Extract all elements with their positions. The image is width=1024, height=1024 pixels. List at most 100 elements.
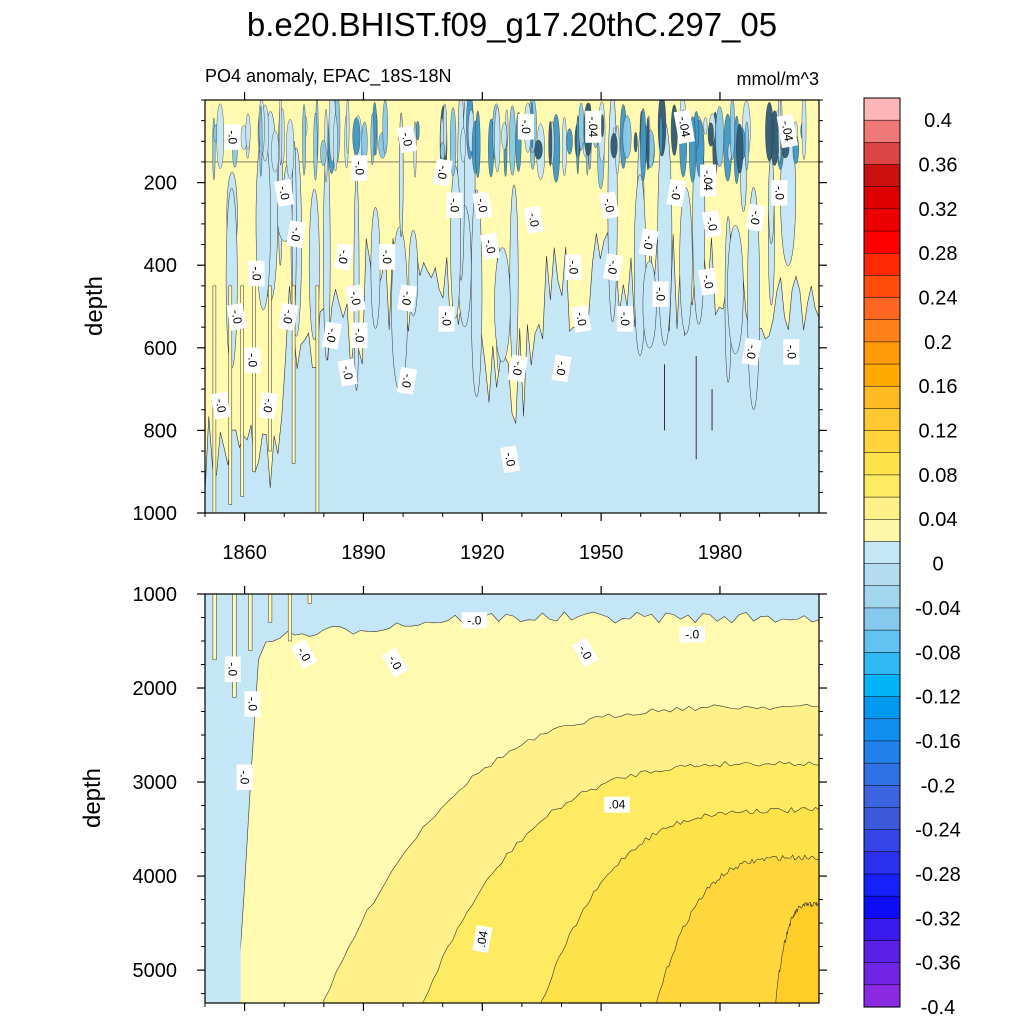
- colorbar-swatch: [863, 873, 901, 897]
- negative-anomaly-patch: [494, 247, 511, 363]
- contour-label-text: -.0: [474, 197, 490, 214]
- colorbar-tick-label: 0: [932, 554, 943, 576]
- colorbar-tick-label: -0.08: [915, 642, 961, 664]
- contour-label-text: -.04: [586, 116, 600, 137]
- contour-label: -.0: [396, 366, 418, 395]
- colorbar-swatch: [863, 674, 901, 698]
- colorbar-swatch: [863, 97, 901, 121]
- contour-label-box: [224, 656, 241, 682]
- contour-label-text: -.04: [779, 120, 796, 143]
- colorbar-swatch: [863, 762, 901, 786]
- contour-label: -.0: [602, 253, 624, 282]
- deep-positive-finger: [240, 285, 244, 497]
- near-surface-anomaly-streak: [703, 117, 708, 135]
- y-tick-label: 5000: [133, 960, 178, 982]
- contour-label-text: -.0: [576, 643, 595, 662]
- colorbar-swatch: [863, 518, 901, 542]
- contour-label-text: -.0: [448, 198, 462, 212]
- contour-label-text: -.0: [324, 327, 340, 344]
- contour-label-text: -.0: [347, 290, 363, 307]
- upper-contour-labels: -.0-.0-.0-.0-.0 -.0-.0-.0 -.0-.0-.0-.0-.0-…: [210, 109, 800, 474]
- near-surface-anomaly-streak: [501, 122, 508, 150]
- contour-label: -.0: [571, 637, 599, 668]
- contour-label-text: -.0: [399, 131, 415, 148]
- contour-label-box: [679, 626, 705, 643]
- contour-label-text: -.0: [250, 266, 264, 280]
- colorbar-swatch: [863, 718, 901, 742]
- colorbar-swatch: [863, 541, 901, 565]
- colorbar: 0.4 0.36 0.32 0.28 0.24 0.2 0.16 0.12 0.08 0.04 0 -…: [863, 97, 961, 1019]
- contour-label-text: -.0: [482, 238, 498, 255]
- contour-label-text: -.0: [353, 161, 367, 175]
- colorbar-tick-label: 0.04: [919, 509, 958, 531]
- near-surface-anomaly-streak: [707, 122, 714, 147]
- near-surface-anomaly-streak: [279, 100, 283, 166]
- y-tick-label: 3000: [133, 772, 178, 794]
- colorbar-swatch: [863, 940, 901, 964]
- contour-label: -.0: [638, 228, 659, 257]
- contour-label: -.0: [286, 220, 307, 249]
- contour-label: -.0: [274, 178, 295, 207]
- contour-label-box: [507, 354, 528, 383]
- colorbar-swatch: [863, 230, 901, 254]
- near-surface-anomaly-streak: [736, 123, 744, 174]
- contour-label: -.0: [472, 191, 493, 220]
- contour-label-text: -.0: [519, 120, 533, 134]
- contour-label-box: [210, 391, 231, 420]
- negative-anomaly-patch: [727, 224, 744, 355]
- colorbar-swatch: [863, 851, 901, 875]
- colorbar-tick-label: 0.28: [919, 243, 958, 265]
- contour-label-box: [771, 180, 788, 206]
- contour-label: -.0: [379, 244, 396, 270]
- near-surface-anomaly-streak: [801, 100, 807, 160]
- contour-label-box: [244, 347, 261, 373]
- contour-label-text: -.0: [553, 360, 569, 377]
- contour-label: -.0: [278, 302, 299, 331]
- contour-label-text: -.0: [605, 259, 621, 276]
- negative-anomaly-patch: [470, 189, 483, 398]
- near-surface-anomaly-streak: [302, 103, 306, 176]
- y-tick-label: 400: [144, 255, 177, 277]
- contour-label-box: [258, 391, 279, 420]
- contour-label: -.0: [396, 125, 418, 154]
- contour-label-text: -.0: [213, 397, 229, 414]
- lower-positive-anomaly-band-6: [775, 901, 819, 1003]
- near-surface-anomaly-streak: [271, 130, 279, 173]
- near-surface-anomaly-streak: [259, 105, 263, 177]
- contour-label-text: -.0: [566, 260, 580, 274]
- colorbar-tick-label: 0.08: [919, 465, 958, 487]
- near-surface-anomaly-streak: [562, 116, 567, 177]
- colorbar-tick-label: -0.32: [915, 908, 961, 930]
- lower-positive-finger: [212, 594, 217, 661]
- contour-label-text: -.0: [399, 373, 415, 390]
- contour-label-box: [290, 639, 318, 670]
- contour-label-text: -.0: [339, 364, 355, 381]
- contour-label-text: -.04: [701, 170, 715, 191]
- contour-label: -.04: [585, 110, 602, 143]
- contour-label: -.0: [701, 209, 723, 238]
- colorbar-swatch: [863, 452, 901, 476]
- contour-label-box: [602, 253, 624, 282]
- colorbar-swatch: [863, 563, 901, 587]
- contour-label: -.0: [244, 691, 261, 717]
- colorbar-tick-label: 0.24: [919, 288, 958, 310]
- lower-y-axis-label: depth: [79, 768, 106, 828]
- negative-anomaly-patch: [657, 122, 673, 346]
- near-surface-anomaly-streak: [659, 114, 663, 156]
- near-surface-anomaly-streak: [494, 106, 501, 173]
- contour-label-text: -.0: [526, 212, 542, 229]
- contour-label: -.0: [224, 124, 241, 150]
- colorbar-tick-label: -0.16: [915, 731, 961, 753]
- x-tick-label: 1950: [579, 542, 624, 564]
- negative-anomaly-patch: [353, 175, 360, 391]
- contour-label-box: [461, 612, 488, 629]
- colorbar-tick-label: -0.28: [915, 864, 961, 886]
- contour-label-box: [351, 155, 368, 181]
- contour-label: -.0: [616, 306, 633, 332]
- contour-label-box: [741, 337, 762, 366]
- units-label: mmol/m^3: [737, 69, 819, 89]
- contour-label: .04: [472, 925, 493, 954]
- contour-label-box: [432, 158, 453, 187]
- colorbar-swatch: [863, 962, 901, 986]
- lower-positive-finger: [232, 594, 237, 698]
